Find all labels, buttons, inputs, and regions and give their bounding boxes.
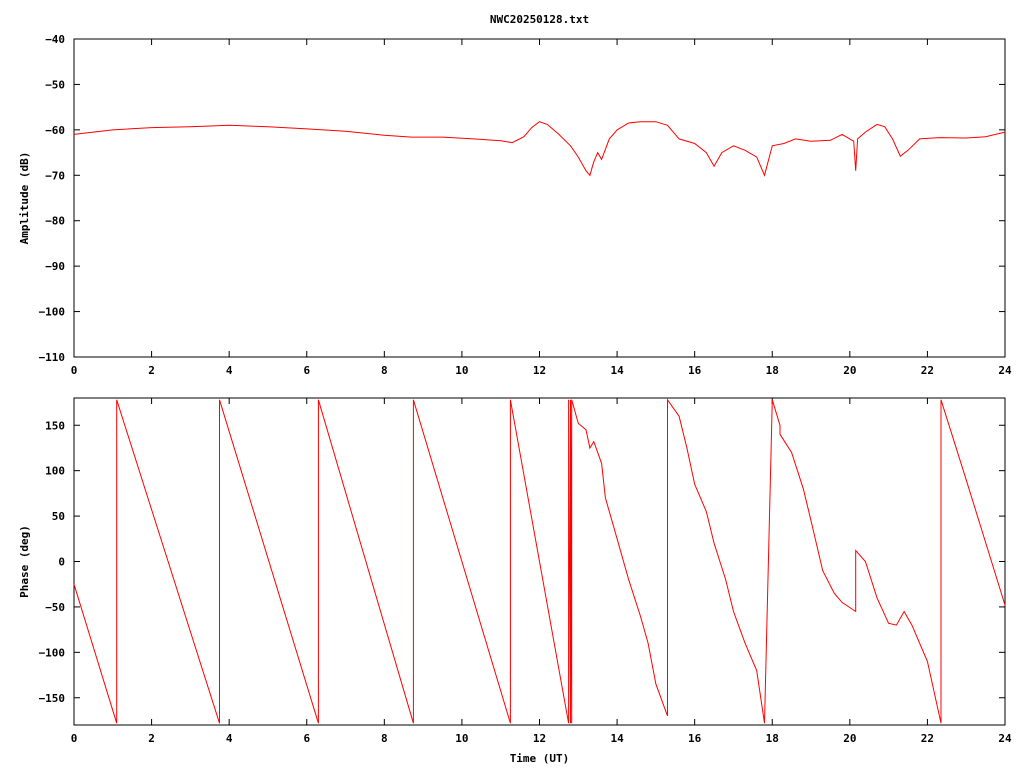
x-tick-label: 12 [533,364,546,377]
x-tick-label: 16 [688,732,702,745]
y-tick-label: −60 [45,124,65,137]
x-tick-label: 20 [843,364,856,377]
y-tick-label: 150 [45,419,65,432]
x-tick-label: 22 [921,732,934,745]
y-tick-label: −50 [45,78,65,91]
x-tick-label: 2 [148,364,155,377]
y-axis-label: Amplitude (dB) [18,152,31,245]
y-tick-label: −80 [45,215,65,228]
x-tick-label: 18 [766,364,779,377]
x-tick-label: 4 [226,364,233,377]
x-tick-label: 24 [998,364,1012,377]
y-tick-label: −150 [39,692,66,705]
y-tick-label: 100 [45,465,65,478]
y-tick-label: 50 [52,510,65,523]
amplitude-panel: 0 2 4 6 8 10 12 14 16 18 20 22 24−110−100−90−80−70−6… [18,13,1012,377]
y-tick-label: −50 [45,601,65,614]
chart-title: NWC20250128.txt [490,13,589,26]
x-tick-label: 14 [610,364,624,377]
x-tick-label: 2 [148,732,155,745]
y-tick-label: −70 [45,169,65,182]
x-tick-label: 12 [533,732,546,745]
y-tick-label: −100 [39,646,66,659]
x-tick-label: 24 [998,732,1012,745]
x-tick-label: 22 [921,364,934,377]
x-tick-label: 16 [688,364,702,377]
x-tick-label: 8 [381,732,388,745]
x-tick-label: 20 [843,732,856,745]
x-tick-label: 8 [381,364,388,377]
y-tick-label: −40 [45,33,65,46]
x-tick-label: 6 [303,364,310,377]
plot-frame [73,38,1006,358]
y-tick-label: −110 [39,351,66,364]
y-tick-label: −90 [45,260,65,273]
phase-panel: 0 2 4 6 8 10 12 14 16 18 20 22 24−150−100−5005010015… [18,397,1012,765]
x-tick-label: 14 [610,732,624,745]
x-tick-label: 10 [455,364,468,377]
x-tick-label: 10 [455,732,468,745]
x-tick-label: 0 [71,364,78,377]
y-axis-label: Phase (deg) [18,525,31,598]
x-axis-label: Time (UT) [510,752,570,765]
x-tick-label: 4 [226,732,233,745]
y-tick-label: 0 [58,556,65,569]
x-tick-label: 0 [71,732,78,745]
y-tick-label: −100 [39,306,66,319]
x-tick-label: 6 [303,732,310,745]
x-tick-label: 18 [766,732,779,745]
data-series-line [73,121,1006,177]
data-series-line [73,398,1006,724]
